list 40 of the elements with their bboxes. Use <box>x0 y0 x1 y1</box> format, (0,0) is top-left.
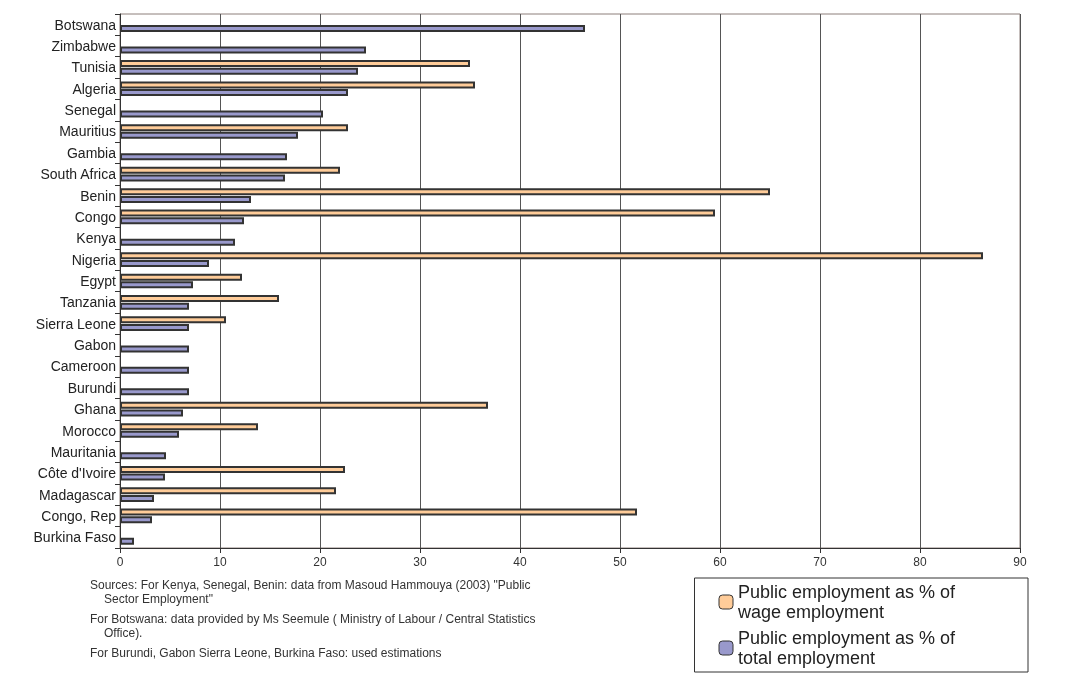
y-tick-label: South Africa <box>40 166 117 183</box>
y-tick-label: Gabon <box>73 337 116 354</box>
y-tick-label: Ghana <box>73 401 117 418</box>
y-tick-label: Botswana <box>54 16 117 33</box>
y-tick-label: Sierra Leone <box>35 315 117 332</box>
y-tick-label: Gambia <box>66 144 117 161</box>
y-tick-label: Tanzania <box>59 294 117 311</box>
x-tick-label: 90 <box>1013 555 1027 569</box>
y-tick-label: Tunisia <box>71 59 117 76</box>
y-tick-label: Nigeria <box>71 251 117 268</box>
y-tick-label: Burkina Faso <box>33 529 117 546</box>
x-tick-label: 30 <box>413 555 427 569</box>
y-tick-label: Mauritius <box>59 123 116 140</box>
y-tick-label: Senegal <box>64 102 116 119</box>
y-tick-label: Côte d'Ivoire <box>37 465 117 482</box>
y-tick-label: Zimbabwe <box>51 38 117 55</box>
x-tick-label: 50 <box>613 555 627 569</box>
x-tick-label: 20 <box>313 555 327 569</box>
y-tick-label: Cameroon <box>50 358 116 375</box>
y-tick-label: Algeria <box>72 80 117 97</box>
y-tick-label: Kenya <box>76 230 117 247</box>
x-tick-label: 10 <box>213 555 227 569</box>
y-tick-label: Congo <box>74 208 117 225</box>
x-tick-label: 40 <box>513 555 527 569</box>
x-tick-label: 70 <box>813 555 827 569</box>
legend-label: Public employment as % of total employment <box>738 628 961 668</box>
y-tick-label: Egypt <box>80 273 117 289</box>
x-tick-label: 80 <box>913 555 927 569</box>
y-tick-label: Mauritania <box>50 443 117 460</box>
x-tick-label: 0 <box>116 555 124 569</box>
text: For Botswana: data provided by Ms Seemule ( Ministry of Labour / Central Statistics Office). <box>90 612 537 640</box>
y-tick-label: Burundi <box>67 379 116 396</box>
y-tick-label: Madagascar <box>38 486 117 503</box>
y-tick-label: Morocco <box>62 422 117 439</box>
y-tick-label: Benin <box>80 187 116 204</box>
y-tick-label: Congo, Rep <box>41 507 117 524</box>
text: For Burundi, Gabon Sierra Leone, Burkina Faso: used estimations <box>90 646 443 660</box>
x-tick-label: 60 <box>713 555 727 569</box>
source-note: Sources: For Kenya, Senegal, Benin: data from Masoud Hammouya (2003) "Public Sector Employment" <box>90 578 532 606</box>
legend-label: Public employment as % of wage employment <box>737 582 961 622</box>
